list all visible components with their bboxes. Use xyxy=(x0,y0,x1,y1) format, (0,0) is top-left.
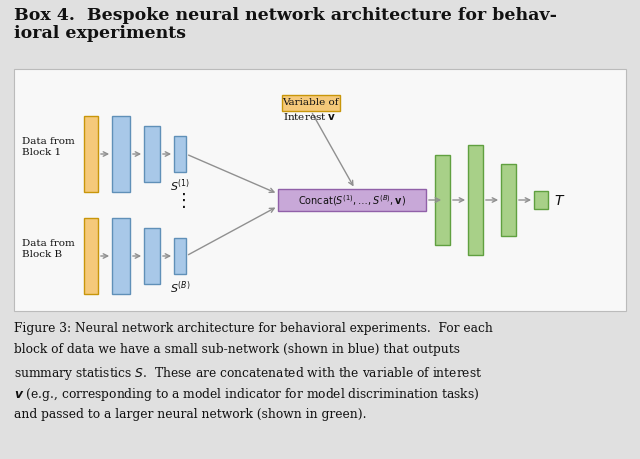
Bar xyxy=(501,165,516,236)
Text: $T$: $T$ xyxy=(554,194,565,207)
Bar xyxy=(112,117,130,193)
Text: block of data we have a small sub-network (shown in blue) that outputs: block of data we have a small sub-networ… xyxy=(14,343,460,356)
Text: ioral experiments: ioral experiments xyxy=(14,25,186,42)
Text: and passed to a larger neural network (shown in green).: and passed to a larger neural network (s… xyxy=(14,407,367,420)
Text: Variable of
Interest $\mathbf{v}$: Variable of Interest $\mathbf{v}$ xyxy=(282,98,339,121)
Bar xyxy=(144,127,160,183)
Text: $\boldsymbol{v}$ (e.g., corresponding to a model indicator for model discriminat: $\boldsymbol{v}$ (e.g., corresponding to… xyxy=(14,386,479,403)
Text: Data from
Block 1: Data from Block 1 xyxy=(22,136,75,157)
Bar xyxy=(14,70,626,311)
Bar xyxy=(84,218,98,294)
Bar xyxy=(282,96,340,112)
Bar xyxy=(435,156,450,246)
Text: summary statistics $S$.  These are concatenated with the variable of interest: summary statistics $S$. These are concat… xyxy=(14,364,483,381)
Text: $S^{(1)}$: $S^{(1)}$ xyxy=(170,177,190,193)
Text: $\mathrm{Concat}(S^{(1)},\ldots,S^{(B)},\mathbf{v})$: $\mathrm{Concat}(S^{(1)},\ldots,S^{(B)},… xyxy=(298,193,406,208)
Bar xyxy=(174,239,186,274)
Bar xyxy=(534,191,548,210)
Bar xyxy=(84,117,98,193)
Text: Figure 3: Neural network architecture for behavioral experiments.  For each: Figure 3: Neural network architecture fo… xyxy=(14,321,493,334)
Text: $\vdots$: $\vdots$ xyxy=(174,190,186,209)
Bar xyxy=(112,218,130,294)
Text: $S^{(B)}$: $S^{(B)}$ xyxy=(170,279,190,295)
Bar xyxy=(0,0,640,70)
Text: Box 4.  Bespoke neural network architecture for behav-: Box 4. Bespoke neural network architectu… xyxy=(14,7,557,24)
Bar xyxy=(468,146,483,256)
Bar xyxy=(144,229,160,285)
Bar xyxy=(278,190,426,212)
Text: Data from
Block B: Data from Block B xyxy=(22,238,75,259)
Bar xyxy=(174,137,186,173)
